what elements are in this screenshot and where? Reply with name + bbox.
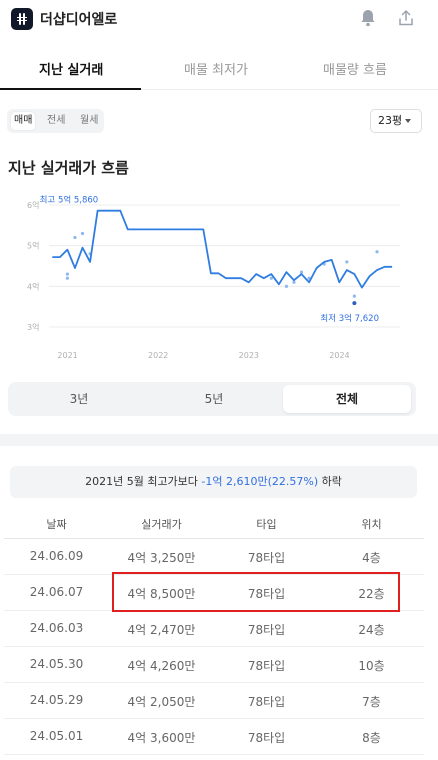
y-tick-label: 5억 [27, 241, 39, 251]
max-price-label: 최고 5억 5,860 [40, 195, 99, 206]
scatter-point [299, 270, 304, 274]
row-price: 4억 4,260만 [127, 659, 196, 673]
row-floor: 4층 [362, 551, 381, 565]
scatter-point [65, 276, 70, 280]
x-tick-label: 2021 [57, 351, 77, 360]
scatter-point [352, 294, 356, 298]
table-row[interactable]: 24.06.03 4억 2,470만 78타입 24층 [4, 611, 424, 647]
deal-type-sale[interactable]: 매매 [11, 112, 36, 130]
row-price: 4억 3,600만 [127, 731, 196, 745]
app-title: 더샵디어엘로 [40, 12, 118, 28]
table-row[interactable]: 24.05.30 4억 4,260만 78타입 10층 [4, 647, 424, 683]
scatter-point [73, 235, 77, 240]
row-date: 24.06.09 [29, 549, 84, 563]
section-divider [0, 434, 438, 446]
row-type: 78타입 [247, 623, 286, 637]
deal-type-segment: 매매 전세 월세 [7, 109, 104, 133]
scatter-point [65, 272, 70, 276]
scatter-point [269, 276, 273, 280]
price-change-notice: 2021년 5월 최고가보다 -1억 2,610만(22.57%) 하락 [10, 466, 417, 498]
y-tick-label: 3억 [27, 322, 39, 332]
transaction-table: 날짜 실거래가 타입 위치 24.06.09 4억 3,250만 78타입 4층… [4, 509, 424, 755]
period-5y[interactable]: 5년 [204, 392, 224, 406]
row-floor: 24층 [358, 623, 385, 637]
row-date: 24.06.03 [29, 621, 84, 635]
deal-type-monthly[interactable]: 월세 [80, 115, 99, 126]
row-date: 24.05.30 [29, 657, 84, 671]
header-price: 실거래가 [141, 518, 182, 531]
bell-icon[interactable] [360, 9, 376, 27]
y-tick-label: 6억 [27, 200, 39, 210]
table-header: 날짜 실거래가 타입 위치 [4, 509, 424, 539]
scatter-point [292, 280, 296, 284]
tab-lowest-listing[interactable]: 매물 최저가 [184, 63, 248, 78]
notice-prefix: 2021년 5월 최고가보다 [85, 475, 202, 488]
row-floor: 8층 [362, 731, 381, 745]
series-line [52, 209, 393, 289]
row-date: 24.06.07 [29, 585, 84, 599]
app-logo [11, 8, 33, 30]
table-row[interactable]: 24.06.09 4억 3,250만 78타입 4층 [4, 539, 424, 575]
row-price: 4억 3,250만 [127, 551, 196, 565]
x-tick-label: 2024 [329, 351, 349, 360]
scatter-point [345, 260, 349, 264]
table-row[interactable]: 24.05.29 4억 2,050만 78타입 7층 [4, 683, 424, 719]
row-floor: 22층 [358, 587, 385, 601]
chevron-down-icon [405, 119, 411, 123]
notice-suffix: 하락 [318, 475, 342, 488]
row-floor: 10층 [358, 659, 385, 673]
min-point-marker [352, 301, 357, 306]
scatter-point [375, 250, 379, 254]
x-tick-label: 2022 [148, 351, 168, 360]
period-segment: 3년 5년 전체 [8, 382, 416, 416]
y-tick-label: 4억 [27, 281, 39, 291]
row-price: 4억 2,470만 [127, 623, 196, 637]
min-price-label: 최저 3억 7,620 [320, 313, 379, 324]
row-type: 78타입 [247, 659, 286, 673]
size-select[interactable]: 23평 [370, 109, 422, 133]
row-date: 24.05.29 [29, 693, 84, 707]
row-price: 4억 8,500만 [127, 587, 196, 601]
header-type: 타입 [256, 518, 277, 531]
notice-highlight: -1억 2,610만(22.57%) [201, 475, 319, 488]
header-date: 날짜 [46, 518, 67, 531]
table-row[interactable]: 24.06.07 4억 8,500만 78타입 22층 [4, 575, 424, 611]
row-date: 24.05.01 [29, 729, 84, 743]
row-type: 78타입 [247, 731, 286, 745]
table-row[interactable]: 24.05.01 4억 3,600만 78타입 8층 [4, 719, 424, 755]
row-type: 78타입 [247, 695, 286, 709]
row-type: 78타입 [247, 587, 286, 601]
deal-type-jeonse[interactable]: 전세 [47, 115, 66, 126]
tab-listing-volume[interactable]: 매물량 흐름 [323, 63, 387, 78]
row-floor: 7층 [362, 695, 381, 709]
scatter-point [284, 284, 289, 288]
period-all[interactable]: 전체 [283, 385, 411, 413]
scatter-point [80, 231, 85, 236]
tab-active-indicator [0, 88, 141, 90]
row-type: 78타입 [247, 551, 286, 565]
header-floor: 위치 [361, 518, 382, 531]
x-tick-label: 2023 [239, 351, 259, 360]
share-icon[interactable] [398, 9, 414, 27]
row-price: 4억 2,050만 [127, 695, 196, 709]
period-3y[interactable]: 3년 [69, 392, 89, 406]
section-title: 지난 실거래가 흐름 [8, 159, 129, 177]
app-header: 더샵디어엘로 [0, 0, 438, 40]
price-trend-chart: 6억 5억 4억 3억 2021 2022 2023 2024 최고 5억 5,860 최저 3억… [27, 195, 400, 360]
tab-past-transactions[interactable]: 지난 실거래 [39, 63, 104, 78]
main-tabs: 지난 실거래 매물 최저가 매물량 흐름 [0, 50, 438, 90]
